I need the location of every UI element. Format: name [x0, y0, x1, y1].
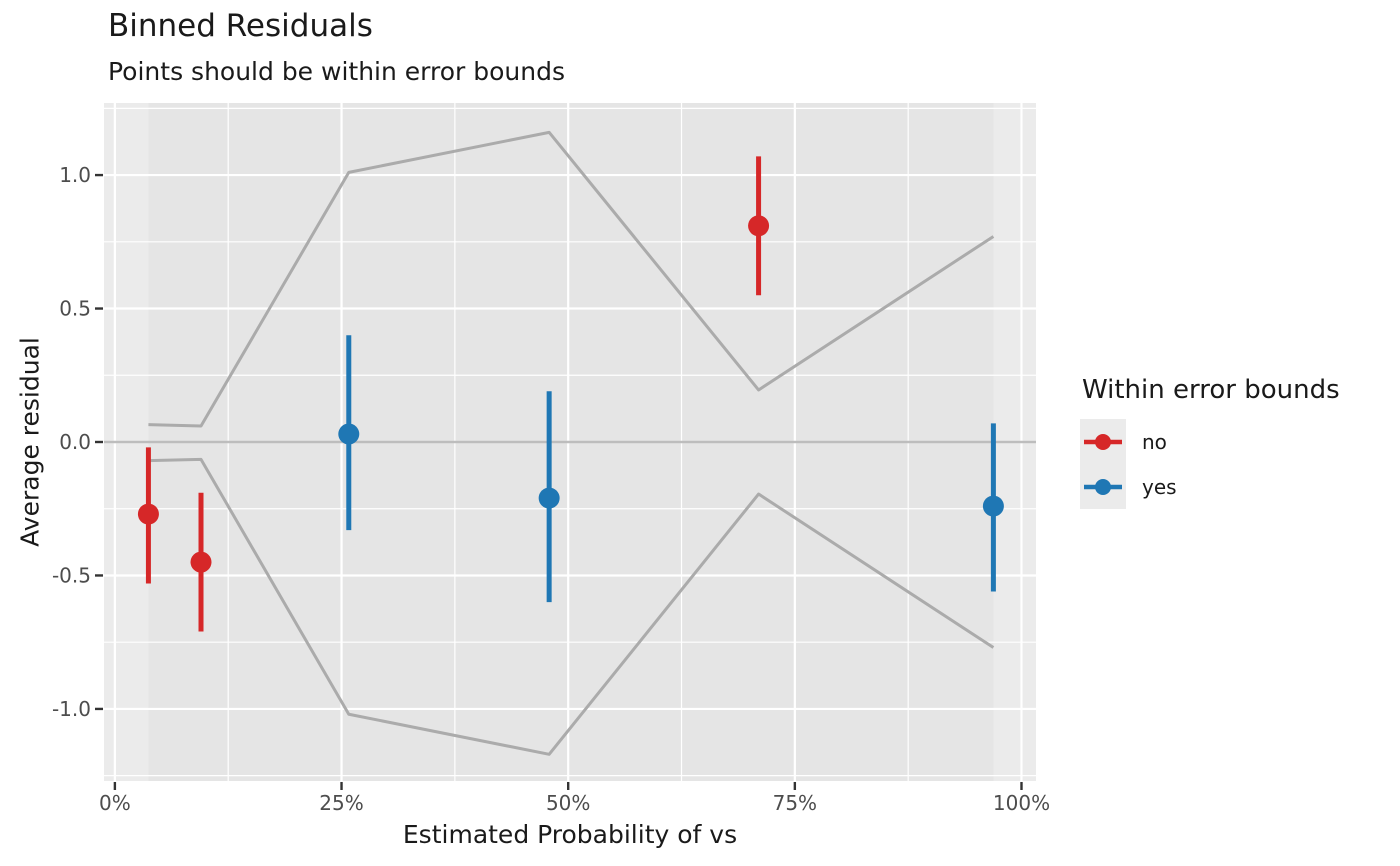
residual-point	[137, 503, 159, 525]
legend-items: no yes	[1080, 419, 1340, 509]
legend: Within error bounds no yes	[1080, 375, 1340, 509]
residual-point	[338, 423, 360, 445]
legend-title: Within error bounds	[1082, 375, 1340, 405]
residual-point	[190, 551, 212, 573]
residual-point	[982, 495, 1004, 517]
x-axis-title: Estimated Probability of vs	[402, 820, 738, 849]
x-axis-tick-label: 75%	[773, 791, 817, 815]
x-axis-tick-label: 0%	[99, 791, 131, 815]
lower-error-bound-line	[148, 457, 995, 756]
pointrange-glyph-icon	[1084, 478, 1122, 495]
y-axis-tick-label: 0.5	[59, 297, 91, 321]
residual-point	[748, 215, 770, 237]
legend-key-no	[1080, 419, 1126, 464]
legend-label: yes	[1142, 474, 1177, 499]
legend-item-no: no	[1080, 419, 1340, 464]
y-axis-tick-label: 0.0	[59, 430, 91, 454]
chart-title: Binned Residuals	[108, 8, 373, 44]
legend-item-yes: yes	[1080, 464, 1340, 509]
residual-point	[538, 487, 560, 509]
x-axis-tick-label: 25%	[319, 791, 363, 815]
x-axis-tick-label: 50%	[546, 791, 590, 815]
y-axis-tick-label: 1.0	[59, 163, 91, 187]
x-axis-tick-label: 100%	[993, 791, 1050, 815]
y-axis-tick-label: -1.0	[52, 697, 91, 721]
legend-label: no	[1142, 429, 1167, 454]
legend-key-yes	[1080, 464, 1126, 509]
pointrange-glyph-icon	[1084, 433, 1122, 450]
upper-error-bound-line	[148, 130, 995, 428]
y-axis-title: Average residual	[15, 337, 45, 547]
y-axis-tick-label: -0.5	[52, 563, 91, 587]
chart-subtitle: Points should be within error bounds	[108, 57, 566, 86]
